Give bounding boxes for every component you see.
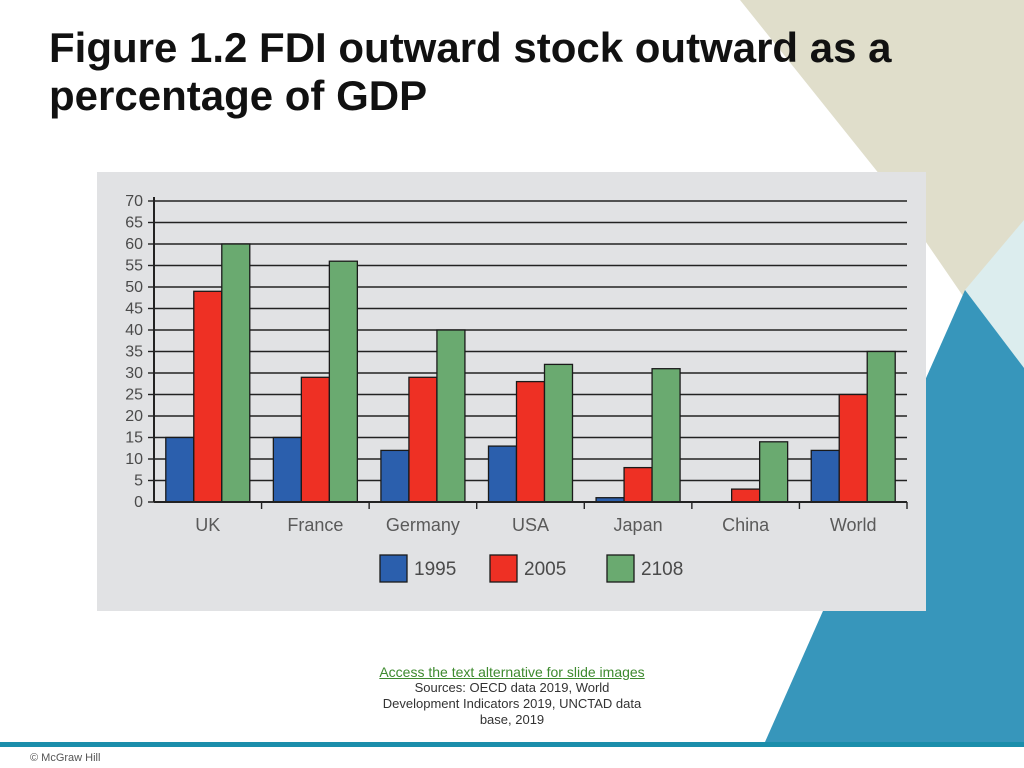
y-tick-label: 25 xyxy=(125,387,143,404)
y-tick-label: 0 xyxy=(134,494,143,511)
sources-note: Sources: OECD data 2019, World Developme… xyxy=(382,680,642,727)
y-tick-label: 20 xyxy=(125,408,143,425)
axes: 0 5 10 15 20 25 30 35 40 45 50 55 60 65 70 UK France Germ… xyxy=(125,193,908,535)
bar-2005-usa xyxy=(515,380,546,503)
bar-2108-france xyxy=(328,260,359,503)
y-tick-label: 30 xyxy=(125,365,143,382)
bars xyxy=(165,243,896,503)
bar-1995-uk xyxy=(165,436,195,503)
y-tick-label: 40 xyxy=(125,322,143,339)
y-tick-label: 35 xyxy=(125,344,143,361)
x-category-label: Japan xyxy=(614,515,663,535)
bar-1995-germany xyxy=(380,449,410,503)
y-tick-label: 55 xyxy=(125,258,143,275)
legend-swatch-2005 xyxy=(489,554,518,583)
text-alternative-link[interactable]: Access the text alternative for slide im… xyxy=(379,664,645,680)
y-tick-label: 70 xyxy=(125,193,143,210)
bar-2005-germany xyxy=(408,376,438,503)
bar-2108-uk xyxy=(221,243,251,503)
chart-panel: 0 5 10 15 20 25 30 35 40 45 50 55 60 65 70 UK France Germ… xyxy=(97,172,926,611)
legend-label: 2108 xyxy=(641,559,683,580)
copyright-text: © McGraw Hill xyxy=(30,752,101,764)
bar-2108-germany xyxy=(436,329,466,503)
x-category-label: World xyxy=(830,515,877,535)
deco-light-blue-triangle xyxy=(965,220,1024,370)
bar-2108-japan xyxy=(651,368,681,503)
legend: 1995 2005 2108 xyxy=(379,554,683,583)
footer-bar xyxy=(0,742,1024,747)
y-tick-label: 45 xyxy=(125,301,143,318)
bar-2005-france xyxy=(300,376,331,503)
legend-label: 2005 xyxy=(524,559,566,580)
bar-1995-france xyxy=(272,436,303,503)
x-category-label: UK xyxy=(195,515,220,535)
bar-2108-usa xyxy=(543,363,574,503)
y-tick-label: 5 xyxy=(134,473,143,490)
bar-2005-world xyxy=(838,393,868,503)
y-tick-label: 60 xyxy=(125,236,143,253)
bar-2005-japan xyxy=(623,466,653,503)
y-tick-label: 10 xyxy=(125,451,143,468)
bar-chart: 0 5 10 15 20 25 30 35 40 45 50 55 60 65 70 UK France Germ… xyxy=(125,193,908,583)
x-category-label: France xyxy=(287,515,343,535)
slide-title: Figure 1.2 FDI outward stock outward as … xyxy=(49,24,892,119)
bar-2005-uk xyxy=(193,290,223,503)
legend-swatch-1995 xyxy=(379,554,408,583)
x-category-label: China xyxy=(722,515,770,535)
x-category-label: USA xyxy=(512,515,549,535)
legend-swatch-2108 xyxy=(606,554,635,583)
y-tick-label: 65 xyxy=(125,215,143,232)
bar-2108-world xyxy=(866,350,896,503)
bar-1995-world xyxy=(810,449,840,503)
y-tick-label: 50 xyxy=(125,279,143,296)
y-tick-label: 15 xyxy=(125,430,143,447)
bar-1995-usa xyxy=(487,445,518,503)
x-category-label: Germany xyxy=(386,515,460,535)
bar-2005-china xyxy=(730,488,761,503)
legend-label: 1995 xyxy=(414,559,456,580)
bar-2108-china xyxy=(758,441,789,503)
deco-beige-triangle xyxy=(740,0,1024,385)
